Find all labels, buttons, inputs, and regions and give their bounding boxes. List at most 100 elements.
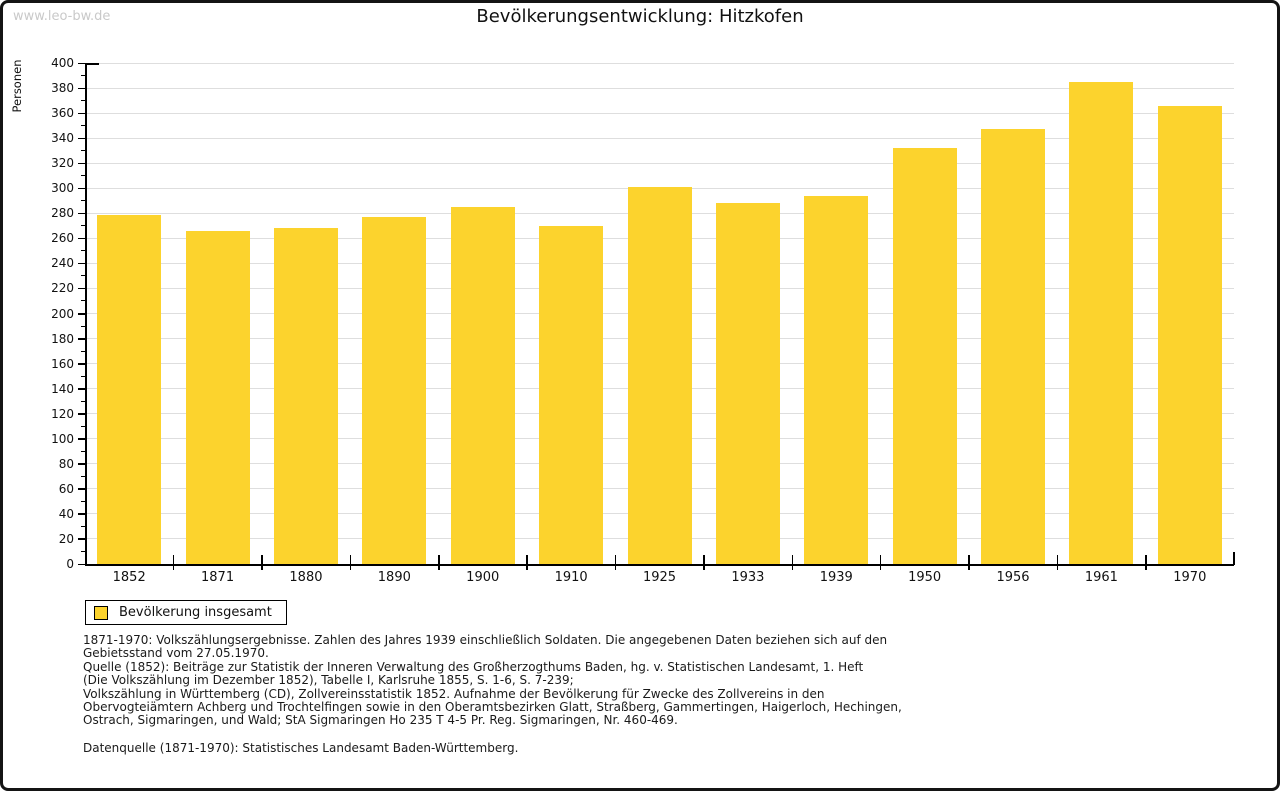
y-axis-minor-tick (81, 275, 85, 277)
y-axis-tick (78, 162, 85, 165)
footnote-line: Obervogteiämtern Achberg und Trochtelfin… (83, 700, 902, 715)
y-tick-label: 220 (51, 281, 74, 296)
footnotes: 1871-1970: Volkszählungsergebnisse. Zahl… (83, 633, 1213, 755)
x-axis-tick (526, 555, 528, 570)
x-axis-tick (261, 555, 263, 570)
y-axis-minor-tick (81, 150, 85, 152)
x-axis-line (85, 564, 1234, 566)
y-tick-label: 200 (51, 306, 74, 321)
x-axis-tick (349, 555, 352, 570)
bar (804, 195, 869, 564)
x-tick-label: 1852 (112, 570, 146, 585)
x-tick-label: 1970 (1173, 570, 1207, 585)
x-tick-label: 1910 (554, 570, 588, 585)
y-tick-label: 380 (51, 81, 74, 96)
y-tick-label: 300 (51, 181, 74, 196)
bar (627, 186, 692, 564)
y-axis-end-tick (85, 63, 99, 65)
y-axis-minor-tick (81, 550, 85, 552)
x-tick-label: 1925 (642, 570, 677, 585)
x-tick-label: 1890 (377, 570, 411, 585)
y-axis-tick (78, 388, 85, 390)
y-axis-tick (78, 413, 85, 415)
y-tick-label: 180 (51, 331, 74, 346)
x-axis-tick (879, 555, 882, 570)
footnote-line: 1871-1970: Volkszählungsergebnisse. Zahl… (83, 633, 888, 647)
y-axis-tick (78, 538, 85, 540)
x-axis-tick (172, 555, 175, 570)
y-axis-line (85, 63, 87, 564)
y-tick-label: 260 (51, 231, 74, 246)
y-axis-minor-tick (81, 475, 85, 477)
x-axis-end-tick (1233, 552, 1235, 565)
x-tick-label: 1871 (201, 570, 235, 585)
legend-label: Bevölkerung insgesamt (119, 605, 272, 620)
bar (362, 217, 427, 564)
y-axis-minor-tick (81, 75, 85, 77)
y-tick-label: 120 (51, 406, 74, 421)
x-axis-tick (968, 555, 970, 570)
y-axis-tick (78, 187, 85, 190)
x-axis-tick (703, 555, 705, 570)
footnote-line: (Die Volkszählung im Dezember 1852), Tab… (83, 673, 574, 688)
bar (981, 129, 1046, 564)
x-tick-label: 1956 (996, 570, 1030, 585)
y-axis-tick (78, 212, 85, 215)
y-axis-tick (78, 262, 85, 265)
y-tick-label: 360 (51, 106, 74, 121)
y-tick-label: 320 (51, 156, 74, 171)
y-axis-minor-tick (81, 500, 85, 502)
y-axis-minor-tick (81, 100, 85, 102)
y-axis-minor-tick (81, 525, 85, 527)
y-axis-minor-tick (81, 300, 85, 302)
bar (273, 228, 338, 564)
x-axis-tick (614, 555, 617, 570)
y-axis-minor-tick (81, 200, 85, 202)
gridline (86, 162, 1234, 164)
x-tick-label: 1900 (466, 570, 500, 585)
y-tick-label: 20 (58, 531, 74, 546)
y-axis-minor-tick (81, 400, 85, 402)
y-axis-minor-tick (81, 325, 85, 327)
bar (539, 225, 604, 564)
bar (185, 230, 250, 564)
y-axis-minor-tick (81, 125, 85, 127)
bar (1157, 105, 1222, 564)
gridline (86, 62, 1234, 64)
x-axis-tick (791, 555, 794, 570)
y-axis-tick (78, 338, 85, 340)
footnote-line: Volkszählung in Württemberg (CD), Zollve… (83, 686, 825, 701)
datasource-line: Datenquelle (1871-1970): Statistisches L… (83, 740, 519, 755)
y-tick-label: 140 (51, 381, 74, 396)
footnote-line: Quelle (1852): Beiträge zur Statistik de… (83, 659, 864, 674)
gridline (86, 137, 1234, 139)
x-tick-label: 1939 (819, 570, 853, 585)
x-tick-label: 1950 (908, 570, 942, 585)
y-axis-tick (78, 363, 85, 365)
y-axis-minor-tick (81, 425, 85, 427)
y-axis-minor-tick (81, 350, 85, 352)
y-tick-label: 280 (51, 206, 74, 221)
x-axis-tick (438, 555, 440, 570)
x-tick-label: 1880 (289, 570, 323, 585)
y-tick-label: 100 (51, 431, 74, 446)
plot-area: 0 20 40 60 80 100 120 140 160 180 200 220 240 260 280 3… (3, 3, 1277, 788)
y-tick-label: 40 (58, 506, 74, 521)
footnote-line: Ostrach, Sigmaringen, und Wald; StA Sigm… (83, 713, 678, 728)
x-axis-tick (1056, 555, 1059, 570)
legend-swatch-icon (94, 605, 108, 620)
y-axis-tick (78, 87, 85, 90)
y-axis-minor-tick (81, 250, 85, 252)
watermark: www.leo-bw.de (13, 9, 111, 24)
bar (450, 207, 515, 564)
legend: Bevölkerung insgesamt (85, 600, 287, 625)
chart-title: Bevölkerungsentwicklung: Hitzkofen (476, 6, 804, 27)
bar (97, 214, 162, 564)
y-axis-minor-tick (81, 375, 85, 377)
y-axis-tick (78, 488, 85, 490)
y-axis-tick (78, 137, 85, 140)
y-tick-label: 0 (66, 557, 74, 571)
y-axis-tick (78, 287, 85, 290)
y-tick-label: 80 (58, 456, 74, 471)
y-tick-label: 160 (51, 356, 74, 371)
